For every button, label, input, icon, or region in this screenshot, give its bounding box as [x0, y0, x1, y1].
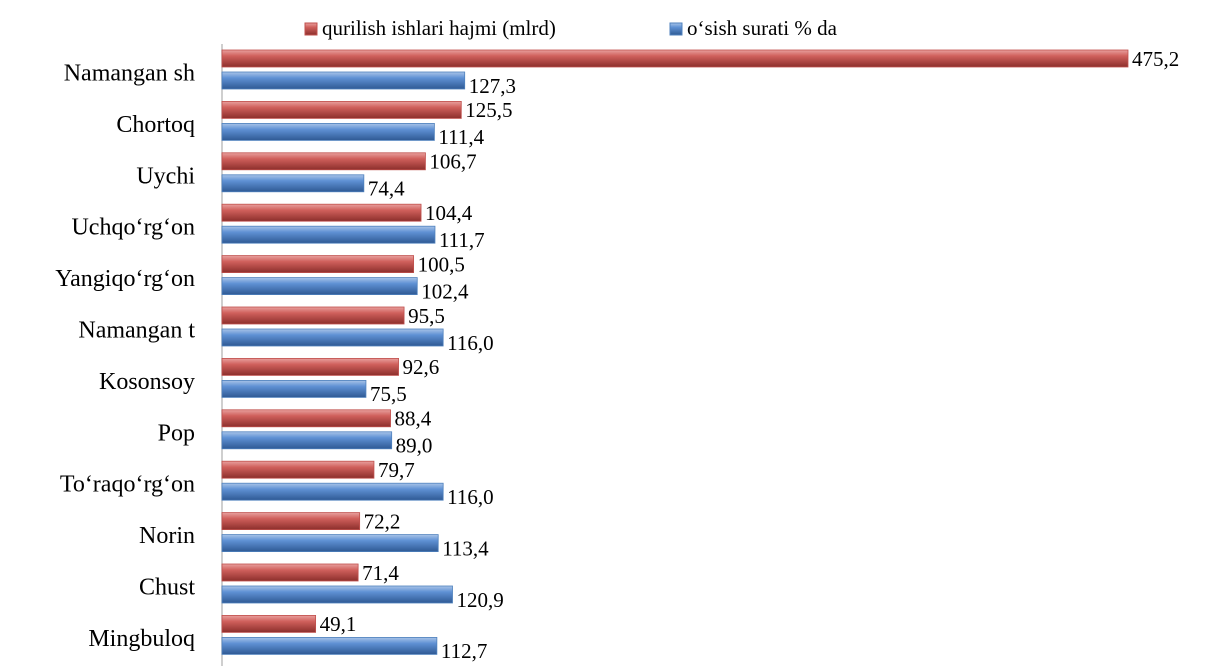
value-label: 100,5	[418, 252, 465, 276]
category-label: Norin	[139, 523, 195, 549]
bar	[221, 563, 359, 582]
value-label: 127,3	[469, 74, 516, 98]
bar	[221, 225, 436, 244]
bar	[221, 306, 405, 325]
category-label: Mingbuloq	[88, 626, 195, 652]
value-label: 116,0	[447, 485, 493, 509]
bar	[221, 101, 462, 119]
value-label: 92,6	[403, 355, 440, 379]
bar	[221, 277, 418, 296]
value-label: 120,9	[457, 588, 504, 612]
bar	[221, 49, 1129, 68]
bar	[221, 460, 375, 479]
value-label: 89,0	[396, 434, 433, 458]
bar	[221, 379, 367, 398]
category-label: Uchqo‘rg‘on	[71, 215, 195, 241]
value-label: 106,7	[429, 150, 476, 174]
value-label: 74,4	[368, 177, 405, 201]
category-label: Pop	[158, 420, 195, 446]
bar	[221, 123, 435, 141]
legend-swatch	[669, 22, 683, 36]
category-label: Chortoq	[116, 112, 195, 138]
legend-label: o‘sish surati % da	[687, 16, 838, 40]
bar	[221, 431, 393, 450]
value-label: 102,4	[421, 279, 469, 303]
value-label: 71,4	[362, 561, 399, 585]
bar	[221, 482, 444, 501]
category-label: Uychi	[136, 163, 195, 189]
category-label: Kosonsoy	[99, 369, 195, 395]
value-label: 125,5	[465, 98, 512, 122]
bar	[221, 357, 399, 376]
value-label: 113,4	[442, 536, 489, 560]
bar	[221, 615, 317, 633]
category-label: Yangiqo‘rg‘on	[55, 266, 195, 292]
category-label: Chust	[139, 575, 195, 601]
bar	[221, 512, 361, 530]
bar	[221, 255, 415, 274]
value-label: 95,5	[408, 304, 445, 328]
value-label: 112,7	[441, 639, 487, 663]
bar	[221, 637, 438, 655]
bar	[221, 174, 365, 193]
value-label: 111,7	[439, 228, 485, 252]
value-label: 72,2	[364, 509, 401, 533]
category-label: Namangan t	[78, 318, 195, 344]
value-label: 475,2	[1132, 47, 1179, 71]
category-label: To‘raqo‘rg‘on	[60, 472, 195, 498]
bar	[221, 534, 439, 552]
bar	[221, 585, 453, 604]
value-label: 88,4	[395, 407, 432, 431]
value-label: 79,7	[378, 458, 415, 482]
value-label: 111,4	[438, 125, 484, 149]
bar	[221, 203, 422, 222]
bar	[221, 71, 466, 90]
value-label: 116,0	[447, 331, 493, 355]
value-label: 104,4	[425, 201, 473, 225]
bar	[221, 328, 444, 347]
legend-swatch	[304, 22, 318, 36]
value-label: 75,5	[370, 382, 407, 406]
bar	[221, 152, 426, 171]
value-label: 49,1	[320, 612, 357, 636]
bar	[221, 409, 391, 428]
category-label: Namangan sh	[64, 61, 195, 87]
legend-label: qurilish ishlari hajmi (mlrd)	[322, 16, 556, 40]
